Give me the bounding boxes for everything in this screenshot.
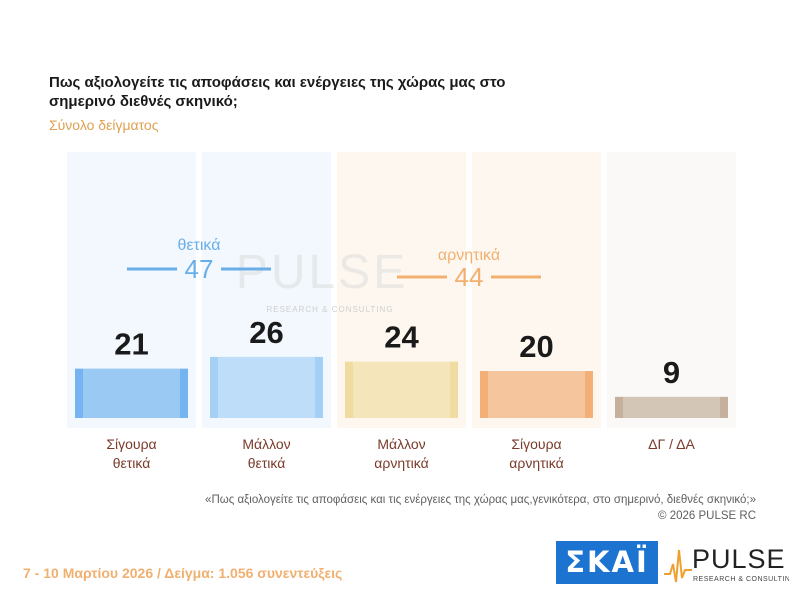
bar (345, 361, 458, 418)
group-label: αρνητικά (438, 247, 500, 264)
bar (210, 356, 323, 418)
bar (615, 396, 728, 418)
bar-highlight (488, 371, 585, 418)
bar-highlight (83, 368, 180, 418)
category-label: θετικά (248, 455, 286, 471)
watermark-subtext: RESEARCH & CONSULTING (266, 305, 393, 314)
watermark-text: PULSE (236, 246, 408, 299)
date-sample-info: 7 - 10 Μαρτίου 2026 / Δείγμα: 1.056 συνε… (23, 565, 343, 581)
watermark: PULSE RESEARCH & CONSULTING (236, 246, 408, 314)
value-label: 26 (249, 315, 283, 350)
category-label: ΔΓ / ΔΑ (648, 436, 695, 452)
pulse-logo-wave (664, 549, 692, 583)
column-background (607, 152, 736, 428)
value-label: 9 (663, 355, 680, 390)
value-label: 24 (384, 320, 419, 355)
pulse-logo: PULSE RESEARCH & CONSULTING (664, 544, 789, 583)
bar-highlight (218, 356, 315, 418)
value-label: 21 (114, 327, 148, 362)
bar-highlight (623, 396, 720, 418)
chart-title: Πως αξιολογείτε τις αποφάσεις και ενέργε… (49, 74, 506, 110)
category-label: αρνητικά (374, 455, 428, 471)
value-label: 20 (519, 329, 553, 364)
group-total: 47 (185, 254, 214, 284)
bar (480, 371, 593, 418)
category-label: Σίγουρα (511, 436, 561, 452)
bar-highlight (353, 361, 450, 418)
bar (75, 368, 188, 418)
pulse-logo-text: PULSE (692, 544, 786, 574)
copyright: © 2026 PULSE RC (658, 510, 756, 522)
chart-subtitle: Σύνολο δείγματος (49, 117, 159, 133)
category-label: Μάλλον (242, 436, 290, 452)
skai-logo: ΣΚΑΪ (556, 541, 658, 584)
category-label: Σίγουρα (106, 436, 156, 452)
category-label: θετικά (113, 455, 151, 471)
group-total: 44 (455, 262, 484, 292)
group-label: θετικά (178, 237, 221, 254)
category-label: αρνητικά (509, 455, 563, 471)
footer-question: «Πως αξιολογείτε τις αποφάσεις και τις ε… (205, 494, 756, 506)
category-label: Μάλλον (377, 436, 425, 452)
pulse-logo-subtext: RESEARCH & CONSULTING (693, 576, 789, 583)
